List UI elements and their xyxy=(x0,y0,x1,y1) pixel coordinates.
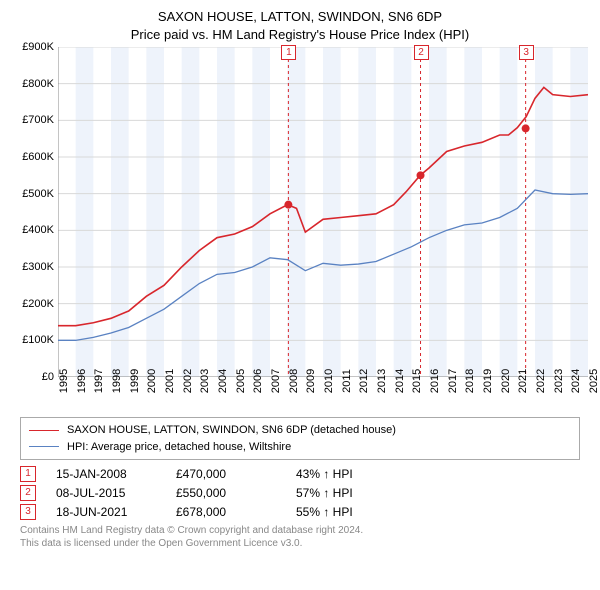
event-pct: 57% ↑ HPI xyxy=(296,486,416,500)
x-tick-label: 2023 xyxy=(553,369,565,393)
legend-swatch xyxy=(29,430,59,431)
footer-note: Contains HM Land Registry data © Crown c… xyxy=(20,524,580,550)
x-tick-label: 2003 xyxy=(199,369,211,393)
y-tick-label: £200K xyxy=(22,298,58,310)
footer-line2: This data is licensed under the Open Gov… xyxy=(20,537,580,550)
event-marker-box: 2 xyxy=(414,45,429,60)
x-tick-label: 1999 xyxy=(129,369,141,393)
event-marker-box: 1 xyxy=(281,45,296,60)
x-tick-label: 1996 xyxy=(76,369,88,393)
event-row: 2 08-JUL-2015£550,00057% ↑ HPI xyxy=(20,485,580,501)
event-row: 1 15-JAN-2008£470,00043% ↑ HPI xyxy=(20,466,580,482)
y-tick-label: £300K xyxy=(22,261,58,273)
title-line1: SAXON HOUSE, LATTON, SWINDON, SN6 6DP xyxy=(12,8,588,26)
x-tick-label: 2016 xyxy=(429,369,441,393)
x-tick-label: 2006 xyxy=(252,369,264,393)
legend-text: HPI: Average price, detached house, Wilt… xyxy=(67,439,291,456)
event-price: £678,000 xyxy=(176,505,296,519)
event-pct: 43% ↑ HPI xyxy=(296,467,416,481)
plot-svg xyxy=(58,47,588,377)
x-tick-label: 2014 xyxy=(394,369,406,393)
x-tick-label: 2004 xyxy=(217,369,229,393)
x-tick-label: 2017 xyxy=(447,369,459,393)
event-marker-box: 3 xyxy=(519,45,534,60)
chart-area: £0 £100K £200K £300K £400K £500K £600K £700K £80… xyxy=(12,47,588,407)
x-tick-label: 2005 xyxy=(235,369,247,393)
x-tick-label: 2022 xyxy=(535,369,547,393)
y-tick-label: £900K xyxy=(22,41,58,53)
chart-title: SAXON HOUSE, LATTON, SWINDON, SN6 6DP Pr… xyxy=(12,8,588,43)
legend-row: HPI: Average price, detached house, Wilt… xyxy=(29,439,571,456)
plot-region: £0£100K£200K£300K£400K£500K£600K£700K£80… xyxy=(58,47,588,377)
x-tick-label: 2018 xyxy=(464,369,476,393)
y-tick-label: £700K xyxy=(22,114,58,126)
x-tick-label: 1997 xyxy=(93,369,105,393)
y-tick-label: £500K xyxy=(22,188,58,200)
event-number-box: 3 xyxy=(20,504,36,520)
event-pct: 55% ↑ HPI xyxy=(296,505,416,519)
event-price: £470,000 xyxy=(176,467,296,481)
x-tick-label: 2012 xyxy=(358,369,370,393)
legend-row: SAXON HOUSE, LATTON, SWINDON, SN6 6DP (d… xyxy=(29,422,571,439)
x-tick-label: 2015 xyxy=(411,369,423,393)
x-tick-label: 2000 xyxy=(146,369,158,393)
y-tick-label: £0 xyxy=(42,371,58,383)
x-tick-label: 2013 xyxy=(376,369,388,393)
x-tick-label: 2011 xyxy=(341,369,353,393)
x-tick-label: 2020 xyxy=(500,369,512,393)
event-date: 08-JUL-2015 xyxy=(56,486,176,500)
event-number-box: 2 xyxy=(20,485,36,501)
y-tick-label: £800K xyxy=(22,78,58,90)
x-tick-label: 2010 xyxy=(323,369,335,393)
x-tick-label: 1995 xyxy=(58,369,70,393)
legend-box: SAXON HOUSE, LATTON, SWINDON, SN6 6DP (d… xyxy=(20,417,580,460)
event-price: £550,000 xyxy=(176,486,296,500)
footer-line1: Contains HM Land Registry data © Crown c… xyxy=(20,524,580,537)
x-tick-label: 2024 xyxy=(570,369,582,393)
legend-swatch xyxy=(29,446,59,447)
x-tick-label: 2019 xyxy=(482,369,494,393)
y-tick-label: £100K xyxy=(22,334,58,346)
x-tick-label: 2025 xyxy=(588,369,600,393)
events-table: 1 15-JAN-2008£470,00043% ↑ HPI 2 08-JUL-201… xyxy=(20,466,580,520)
event-row: 3 18-JUN-2021£678,00055% ↑ HPI xyxy=(20,504,580,520)
x-tick-label: 2007 xyxy=(270,369,282,393)
event-date: 18-JUN-2021 xyxy=(56,505,176,519)
event-date: 15-JAN-2008 xyxy=(56,467,176,481)
event-number-box: 1 xyxy=(20,466,36,482)
y-tick-label: £600K xyxy=(22,151,58,163)
x-tick-label: 1998 xyxy=(111,369,123,393)
y-tick-label: £400K xyxy=(22,224,58,236)
title-line2: Price paid vs. HM Land Registry's House … xyxy=(12,26,588,44)
legend-text: SAXON HOUSE, LATTON, SWINDON, SN6 6DP (d… xyxy=(67,422,396,439)
x-tick-label: 2009 xyxy=(305,369,317,393)
x-tick-label: 2002 xyxy=(182,369,194,393)
x-tick-label: 2021 xyxy=(517,369,529,393)
x-tick-label: 2001 xyxy=(164,369,176,393)
x-tick-label: 2008 xyxy=(288,369,300,393)
